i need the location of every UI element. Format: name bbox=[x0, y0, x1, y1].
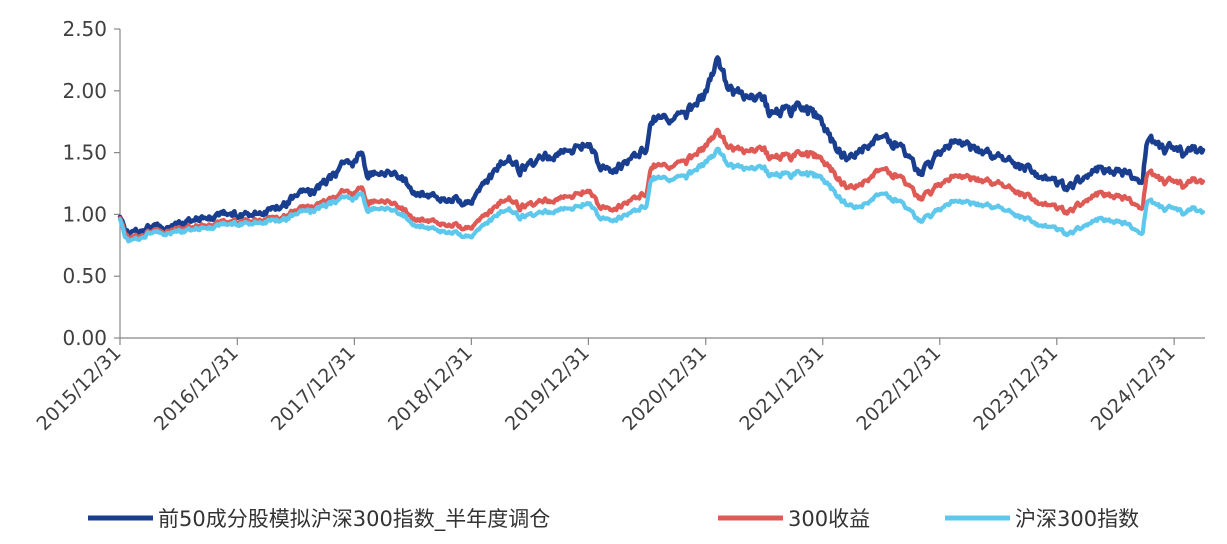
x-tick-label: 2022/12/31 bbox=[852, 342, 945, 435]
y-tick-label: 1.50 bbox=[62, 141, 107, 165]
legend-label: 300收益 bbox=[788, 507, 870, 531]
x-tick-label: 2015/12/31 bbox=[33, 342, 126, 435]
legend-item-0: 前50成分股模拟沪深300指数_半年度调仓 bbox=[88, 507, 550, 532]
x-tick-label: 2017/12/31 bbox=[267, 342, 360, 435]
x-tick-label: 2018/12/31 bbox=[384, 342, 477, 435]
legend-item-2: 沪深300指数 bbox=[945, 507, 1139, 531]
x-tick-label: 2021/12/31 bbox=[735, 342, 828, 435]
y-tick-label: 2.50 bbox=[62, 17, 107, 41]
x-tick-label: 2023/12/31 bbox=[969, 342, 1062, 435]
legend-label: 前50成分股模拟沪深300指数_半年度调仓 bbox=[158, 507, 550, 532]
y-tick-label: 0.00 bbox=[62, 326, 107, 350]
x-tick-label: 2020/12/31 bbox=[618, 342, 711, 435]
y-tick-label: 0.50 bbox=[62, 264, 107, 288]
y-tick-label: 2.00 bbox=[62, 79, 107, 103]
series-line-0 bbox=[117, 55, 1206, 237]
legend: 前50成分股模拟沪深300指数_半年度调仓 300收益 沪深300指数 bbox=[88, 507, 1139, 532]
series-line-1 bbox=[117, 127, 1206, 241]
legend-item-1: 300收益 bbox=[718, 507, 870, 531]
series-lines bbox=[117, 55, 1206, 244]
x-tick-label: 2024/12/31 bbox=[1087, 342, 1180, 435]
x-tick-label: 2019/12/31 bbox=[501, 342, 594, 435]
series-line-2 bbox=[117, 146, 1206, 244]
x-tick-label: 2016/12/31 bbox=[150, 342, 243, 435]
y-tick-label: 1.00 bbox=[62, 202, 107, 226]
legend-label: 沪深300指数 bbox=[1015, 507, 1139, 531]
